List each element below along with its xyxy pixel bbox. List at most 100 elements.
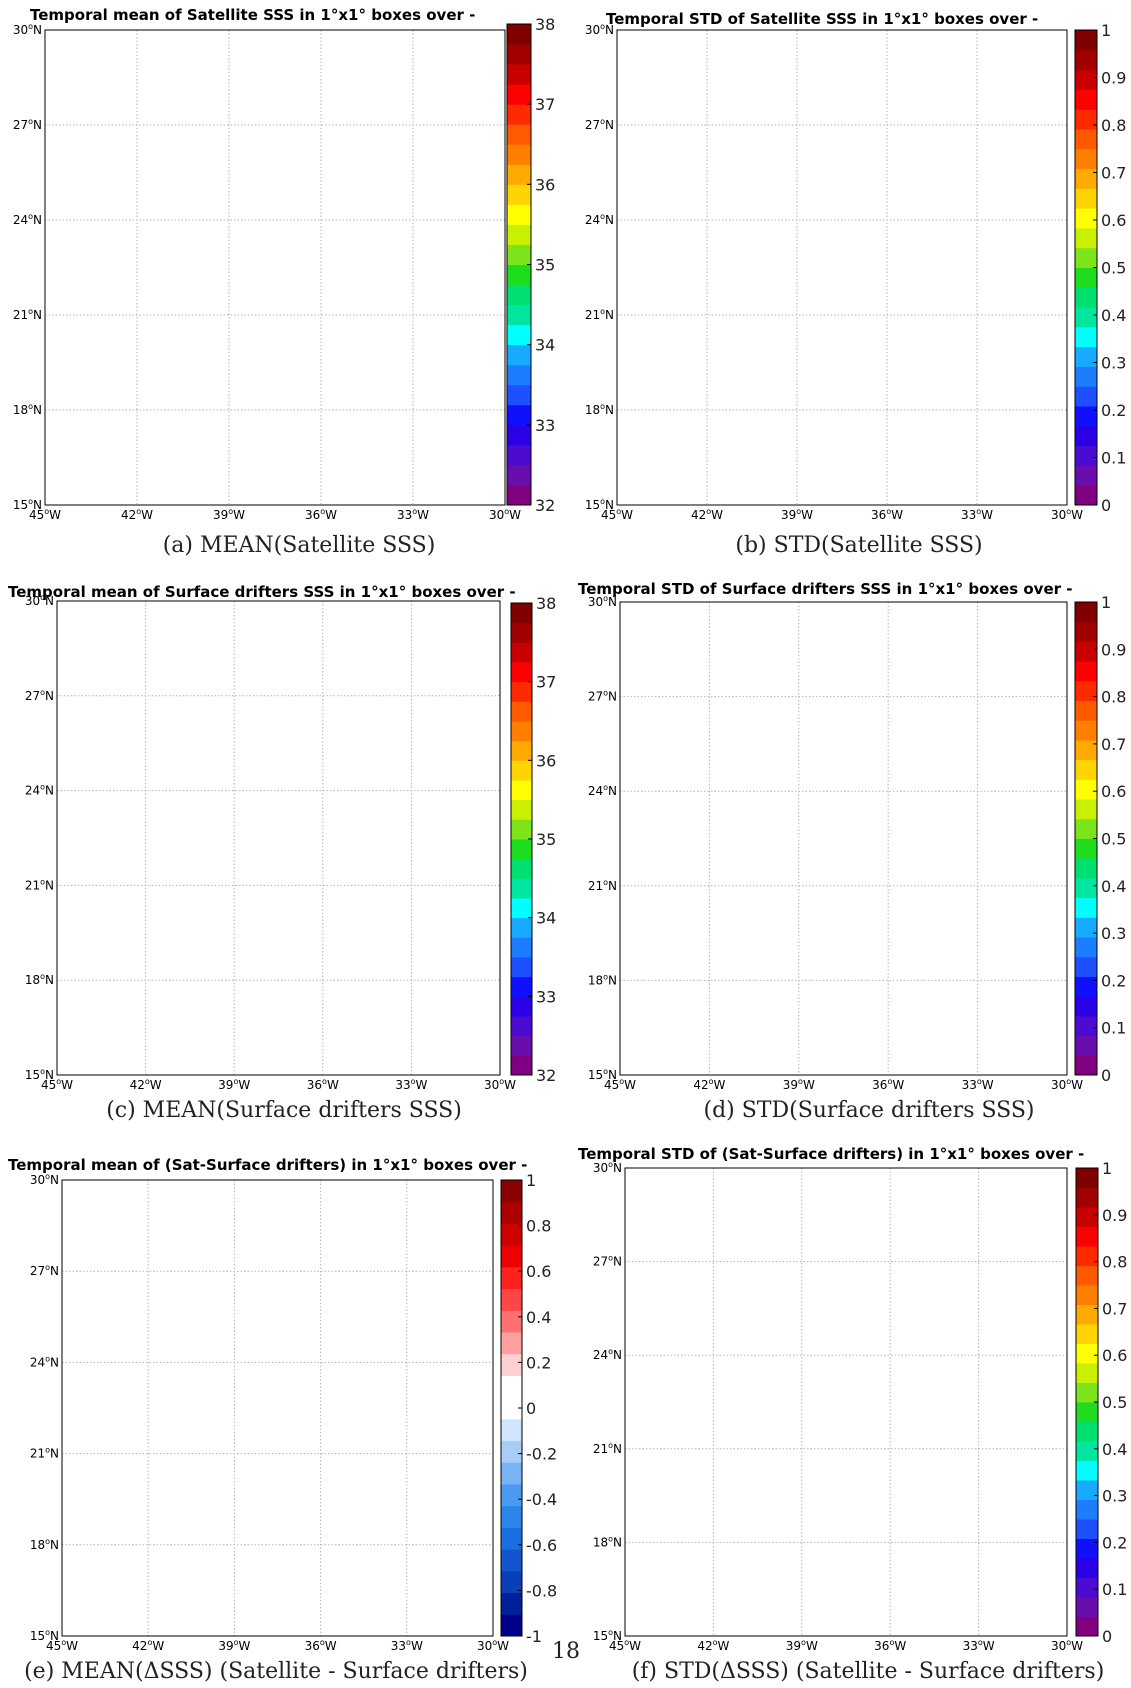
colorbar-tick-label: 33 [536,987,556,1006]
colorbar-segment [507,364,531,386]
chart-title: Temporal STD of Satellite SSS in 1°x1° b… [606,10,1038,28]
colorbar-tick-label: 0 [526,1399,536,1418]
colorbar-tick-label: 35 [536,830,556,849]
colorbar: 0 0.1 0.2 0.3 0.4 0.5 0.6 0.7 0.8 0.9 1 [1074,593,1126,1085]
colorbar-segment [511,681,532,702]
x-tick-label: 33oW [397,507,429,522]
y-tick-label: 21oN [30,1446,59,1461]
colorbar-segment [1075,30,1097,51]
x-tick-label: 45oW [604,1077,636,1092]
plot-area [62,1180,493,1636]
colorbar-segment [1075,247,1097,268]
colorbar-segment [1076,1519,1098,1539]
colorbar-segment [1075,168,1097,189]
y-tick-label: 27oN [585,117,614,132]
colorbar-tick-label: -0.4 [526,1490,557,1509]
x-tick-label: 39oW [783,1077,815,1092]
colorbar-segment [1075,326,1097,348]
y-tick-label: 30oN [585,22,614,37]
x-tick-label: 45oW [609,1638,641,1653]
colorbar-tick-label: 0 [1101,1066,1111,1085]
colorbar-segment [507,224,531,245]
colorbar-segment [511,996,532,1017]
colorbar-tick-label: 0.8 [526,1217,551,1236]
colorbar-segment [1075,1015,1097,1037]
y-tick-label: 18oN [25,972,54,987]
colorbar-tick-label: 0.7 [1101,164,1126,183]
colorbar-tick-label: 34 [536,909,556,928]
colorbar: 32 33 34 35 36 37 38 [510,594,556,1085]
colorbar-tick-label: 32 [535,496,555,515]
colorbar-segment [501,1462,522,1485]
colorbar-tick-label: 0.9 [1101,69,1126,88]
colorbar-tick-label: 37 [535,95,555,114]
colorbar-segment [511,1055,532,1076]
colorbar-segment [511,917,532,938]
y-tick-label: 15oN [593,1628,622,1643]
colorbar-segment [1076,1480,1098,1500]
colorbar-segment [501,1397,522,1420]
colorbar-segment [511,839,532,860]
colorbar-segment [1075,148,1097,170]
colorbar-segment [1076,1558,1098,1578]
colorbar-segment [501,1440,522,1463]
figure-caption: (c) MEAN(Surface drifters SSS) [106,1098,462,1123]
colorbar-segment [1075,208,1097,229]
colorbar-tick-label: 0.2 [1101,401,1126,420]
colorbar-segment [1076,1616,1098,1637]
plot-area [57,601,500,1075]
colorbar-segment [1076,1324,1098,1344]
colorbar-tick-label: 0.7 [1102,1299,1127,1318]
colorbar-segment [511,957,532,978]
x-tick-label: 30oW [1051,507,1083,522]
colorbar-tick-label: -1 [526,1627,542,1646]
colorbar-segment [501,1375,522,1398]
colorbar-segment [507,184,531,205]
colorbar-segment [1075,465,1097,486]
colorbar-segment [1075,386,1097,407]
colorbar-segment [511,603,532,624]
colorbar-segment [501,1527,522,1550]
colorbar-segment [511,858,532,879]
colorbar-segment [511,760,532,781]
colorbar-tick-label: 0.9 [1102,1206,1127,1225]
colorbar-tick-label: 1 [1101,21,1111,40]
colorbar-tick-label: 0.8 [1101,688,1126,707]
colorbar-tick-label: 0.3 [1101,354,1126,373]
colorbar-segment [1075,739,1097,761]
colorbar-segment [507,104,531,125]
colorbar-segment [511,819,532,840]
colorbar-tick-label: 0.2 [1101,971,1126,990]
y-tick-label: 27oN [30,1263,59,1278]
x-tick-label: 45oW [601,507,633,522]
colorbar-segment [1076,1538,1098,1559]
colorbar-segment [501,1201,522,1224]
x-tick-label: 33oW [962,1077,994,1092]
colorbar-segment [1075,69,1097,90]
colorbar-segment [1075,89,1097,110]
colorbar-segment [1075,897,1097,918]
y-tick-label: 15oN [25,1067,54,1082]
colorbar-segment [501,1592,522,1615]
colorbar-segment [1075,700,1097,721]
colorbar-segment [1075,661,1097,682]
colorbar-segment [1076,1265,1098,1286]
y-tick-label: 15oN [585,497,614,512]
chart-title: Temporal mean of Satellite SSS in 1°x1° … [30,6,475,24]
colorbar-segment [507,124,531,145]
colorbar-tick-label: 1 [1102,1159,1112,1178]
x-tick-label: 39oW [781,507,813,522]
colorbar-segment [1075,49,1097,71]
colorbar-segment [1076,1441,1098,1461]
colorbar-segment [1075,1055,1097,1076]
colorbar-tick-label: 0.5 [1101,259,1126,278]
x-tick-label: 36oW [871,507,903,522]
y-tick-label: 18oN [13,402,42,417]
chart-panel-a: Temporal mean of Satellite SSS in 1°x1° … [13,6,556,558]
colorbar-tick-label: 0.2 [526,1353,551,1372]
chart-panel-c: Temporal mean of Surface drifters SSS in… [8,583,556,1123]
colorbar-segment [507,84,531,105]
colorbar-tick-label: -0.6 [526,1536,557,1555]
y-tick-label: 27oN [593,1254,622,1269]
y-tick-label: 21oN [13,307,42,322]
